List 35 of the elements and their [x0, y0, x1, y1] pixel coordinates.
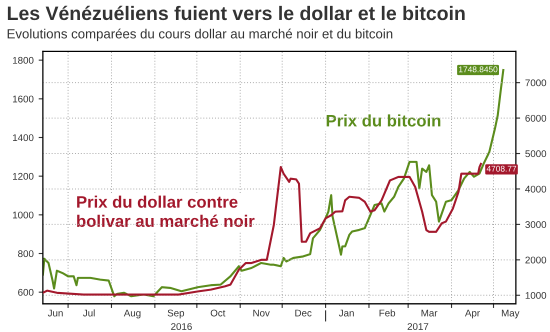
x-tick-label: Jun [48, 310, 63, 316]
x-tick-label: Sep [168, 310, 184, 318]
y2-tick-label: 7000 [525, 79, 546, 86]
series-label: Prix du dollar contre bolivar au marché noir [77, 196, 255, 227]
x-tick-label: Feb [380, 309, 396, 316]
data-label: 4708.77 [486, 166, 516, 172]
x-tick-label: Jul [83, 309, 95, 316]
y2-tick-label: 5000 [525, 150, 546, 158]
y2-tick-label: 3000 [525, 221, 546, 228]
x-tick-label: Nov [253, 310, 270, 316]
chart-title: Les Vénézuéliens fuient vers le dollar et le bitcoin [8, 6, 465, 20]
x-tick-label: Oct [210, 310, 226, 316]
x-tick-label: Mar [422, 310, 438, 316]
text: Prix du bitcoin [326, 114, 440, 127]
y2-tick-label: 4000 [525, 186, 546, 193]
x-tick-label: Aug [124, 310, 140, 318]
y-tick-label: 1200 [12, 172, 34, 180]
chart-subtitle: Evolutions comparées du cours dollar au marché noir et du bitcoin [8, 28, 392, 42]
y2-tick-label: 6000 [525, 114, 546, 122]
x-tick-label: May [502, 310, 520, 318]
x-tick-label: Apr [464, 310, 480, 318]
x-tick-label: Jan [338, 310, 354, 316]
y-tick-label: 1000 [12, 212, 34, 218]
y-tick-label: 1400 [12, 134, 34, 142]
x-tick-label: Dec [295, 310, 312, 316]
y-tick-label: 600 [18, 288, 34, 296]
y-tick-label: 800 [18, 250, 34, 258]
y2-tick-label: 1000 [526, 292, 546, 299]
line-series [42, 162, 482, 296]
data-label: 1748.8450 [458, 66, 498, 72]
x2-tick-label: 2016 [171, 323, 192, 330]
y-tick-label: 1800 [12, 56, 34, 64]
y2-tick-label: 2000 [525, 256, 546, 264]
x2-tick-label: 2017 [408, 323, 428, 330]
y-tick-label: 1600 [12, 96, 34, 102]
